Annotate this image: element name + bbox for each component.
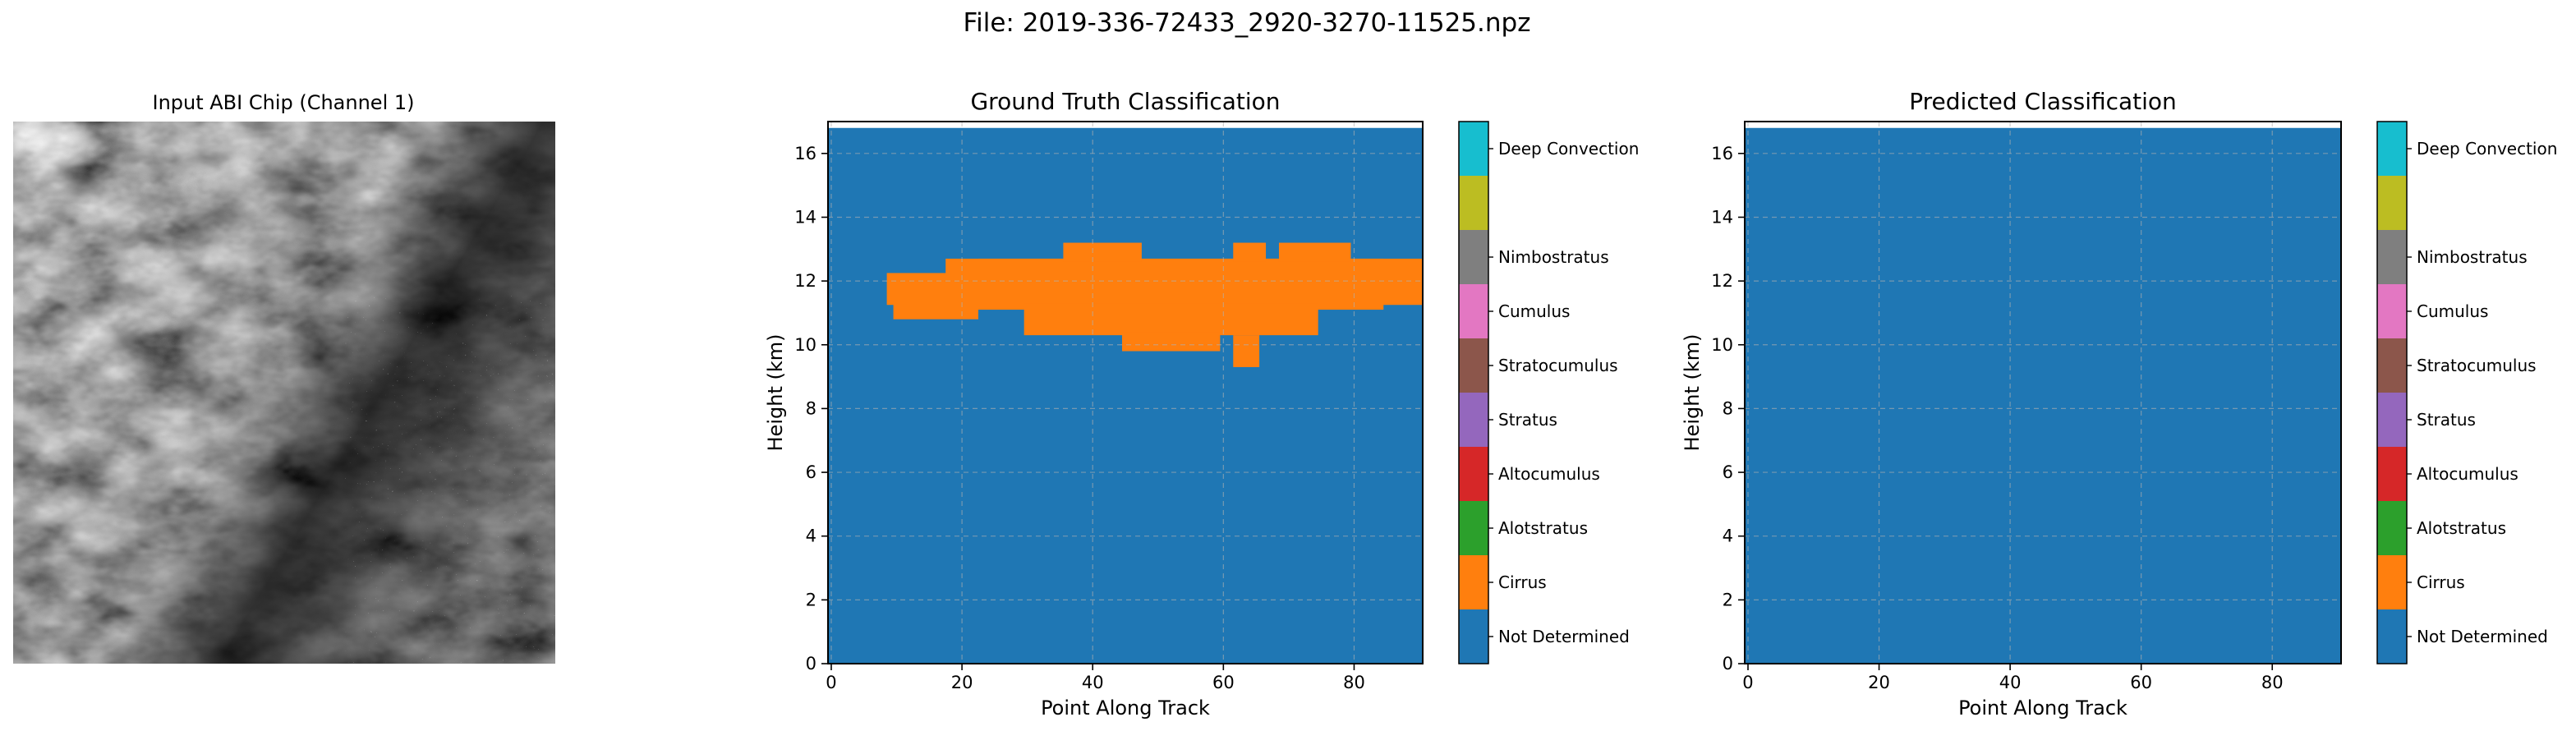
gt-colorbar-label: Stratocumulus bbox=[1498, 356, 1618, 375]
pred-colorbar-segment bbox=[2377, 338, 2407, 393]
pred-colorbar-frame bbox=[2376, 121, 2408, 664]
pred-ytick-label: 12 bbox=[1711, 271, 1733, 291]
suptitle: File: 2019-336-72433_2920-3270-11525.npz bbox=[964, 8, 1531, 38]
gt-ytick-label: 10 bbox=[794, 335, 816, 355]
pred-colorbar-segment bbox=[2377, 176, 2407, 230]
gt-colorbar-segment bbox=[1459, 176, 1488, 230]
abi-image-title: Input ABI Chip (Channel 1) bbox=[152, 91, 414, 114]
pred-colorbar-segment bbox=[2377, 501, 2407, 555]
gt-colorbar-label: Cumulus bbox=[1498, 301, 1570, 321]
gt-region-9 bbox=[1233, 335, 1260, 367]
gt-xtick-label: 20 bbox=[951, 673, 973, 692]
gt-colorbar-segment bbox=[1459, 609, 1488, 664]
pred-background-cells bbox=[1745, 127, 2341, 664]
pred-colorbar-segment bbox=[2377, 122, 2407, 176]
pred-colorbar-segment bbox=[2377, 555, 2407, 609]
pred-xtick-label: 60 bbox=[2130, 673, 2152, 692]
gt-xlabel: Point Along Track bbox=[1041, 697, 1210, 720]
gt-colorbar-segment bbox=[1459, 501, 1488, 555]
pred-ytick-label: 2 bbox=[1723, 590, 1733, 609]
gt-ytick-label: 6 bbox=[806, 462, 816, 482]
ground-truth-panel: 0 20 40 60 80 0 2 4 6 8 10 12 14 16 Ground Truth Class… bbox=[764, 88, 1639, 720]
pred-colorbar-segment bbox=[2377, 393, 2407, 447]
gt-ytick-label: 14 bbox=[794, 207, 816, 227]
gt-colorbar-label: Altocumulus bbox=[1498, 464, 1600, 484]
pred-colorbar-label: Deep Convection bbox=[2417, 139, 2557, 159]
gt-xtick-label: 60 bbox=[1212, 673, 1235, 692]
pred-xtick-label: 40 bbox=[1999, 673, 2022, 692]
pred-ytick-label: 4 bbox=[1723, 526, 1733, 546]
pred-colorbar-segment bbox=[2377, 284, 2407, 338]
gt-region-8 bbox=[1278, 242, 1351, 262]
pred-ylabel: Height (km) bbox=[1681, 334, 1704, 452]
gt-colorbar-segment bbox=[1459, 555, 1488, 609]
pred-colorbar-label: Nimbostratus bbox=[2417, 247, 2528, 267]
pred-ytick-label: 6 bbox=[1723, 462, 1733, 482]
gt-ytick-label: 12 bbox=[794, 271, 816, 291]
pred-xlabel: Point Along Track bbox=[1958, 697, 2128, 720]
gt-ytick-label: 2 bbox=[806, 590, 816, 609]
gt-colorbar-label: Cirrus bbox=[1498, 572, 1547, 592]
gt-region-6 bbox=[1122, 332, 1221, 352]
predicted-panel: 0 20 40 60 80 0 2 4 6 8 10 12 14 16 Predicted Classifi… bbox=[1681, 88, 2557, 720]
gt-colorbar-label: Nimbostratus bbox=[1498, 247, 1609, 267]
gt-background-cells bbox=[828, 127, 1423, 664]
pred-xtick-label: 0 bbox=[1742, 673, 1753, 692]
pred-ytick-label: 0 bbox=[1723, 654, 1733, 674]
pred-xtick-label: 80 bbox=[2261, 673, 2284, 692]
pred-xtick-label: 20 bbox=[1868, 673, 1890, 692]
pred-colorbar-label: Cumulus bbox=[2417, 301, 2488, 321]
gt-region-7 bbox=[1233, 242, 1267, 262]
gt-title: Ground Truth Classification bbox=[970, 88, 1280, 115]
gt-ytick-label: 16 bbox=[794, 144, 816, 163]
gt-colorbar-frame bbox=[1458, 121, 1489, 664]
gt-ylabel: Height (km) bbox=[764, 334, 787, 452]
pred-axes-frame bbox=[1744, 121, 2342, 664]
pred-ytick-label: 8 bbox=[1723, 398, 1733, 418]
gt-colorbar-label: Deep Convection bbox=[1498, 139, 1639, 159]
gt-colorbar-segment bbox=[1459, 122, 1488, 176]
gt-xtick-label: 40 bbox=[1082, 673, 1104, 692]
pred-colorbar-segment bbox=[2377, 609, 2407, 664]
gt-region-3 bbox=[978, 258, 1423, 282]
pred-ytick-label: 10 bbox=[1711, 335, 1733, 355]
pred-colorbar-segment bbox=[2377, 447, 2407, 501]
pred-title: Predicted Classification bbox=[1909, 88, 2177, 115]
gt-colorbar-label: Not Determined bbox=[1498, 627, 1630, 646]
gt-xtick-label: 0 bbox=[826, 673, 836, 692]
pred-colorbar-label: Stratus bbox=[2417, 410, 2476, 430]
pred-ytick-label: 14 bbox=[1711, 207, 1733, 227]
pred-colorbar-label: Altocumulus bbox=[2417, 464, 2518, 484]
gt-colorbar-segment bbox=[1459, 447, 1488, 501]
gt-ytick-label: 0 bbox=[806, 654, 816, 674]
gt-ytick-label: 4 bbox=[806, 526, 816, 546]
gt-ytick-label: 8 bbox=[806, 398, 816, 418]
gt-colorbar-segment bbox=[1459, 393, 1488, 447]
pred-colorbar-segment bbox=[2377, 230, 2407, 284]
gt-xtick-label: 80 bbox=[1343, 673, 1365, 692]
gt-axes-frame bbox=[827, 121, 1424, 664]
gt-colorbar-label: Stratus bbox=[1498, 410, 1557, 430]
gt-region-5 bbox=[1063, 242, 1142, 262]
pred-colorbar-label: Stratocumulus bbox=[2417, 356, 2537, 375]
gt-colorbar-segment bbox=[1459, 230, 1488, 284]
pred-ytick-label: 16 bbox=[1711, 144, 1733, 163]
pred-colorbar-label: Not Determined bbox=[2417, 627, 2548, 646]
pred-colorbar-label: Alotstratus bbox=[2417, 518, 2506, 538]
gt-colorbar-segment bbox=[1459, 284, 1488, 338]
gt-colorbar-label: Alotstratus bbox=[1498, 518, 1588, 538]
gt-region-4 bbox=[1024, 303, 1318, 336]
abi-image-panel: Input ABI Chip (Channel 1) bbox=[13, 91, 555, 664]
pred-colorbar-label: Cirrus bbox=[2417, 572, 2465, 592]
gt-colorbar-segment bbox=[1459, 338, 1488, 393]
